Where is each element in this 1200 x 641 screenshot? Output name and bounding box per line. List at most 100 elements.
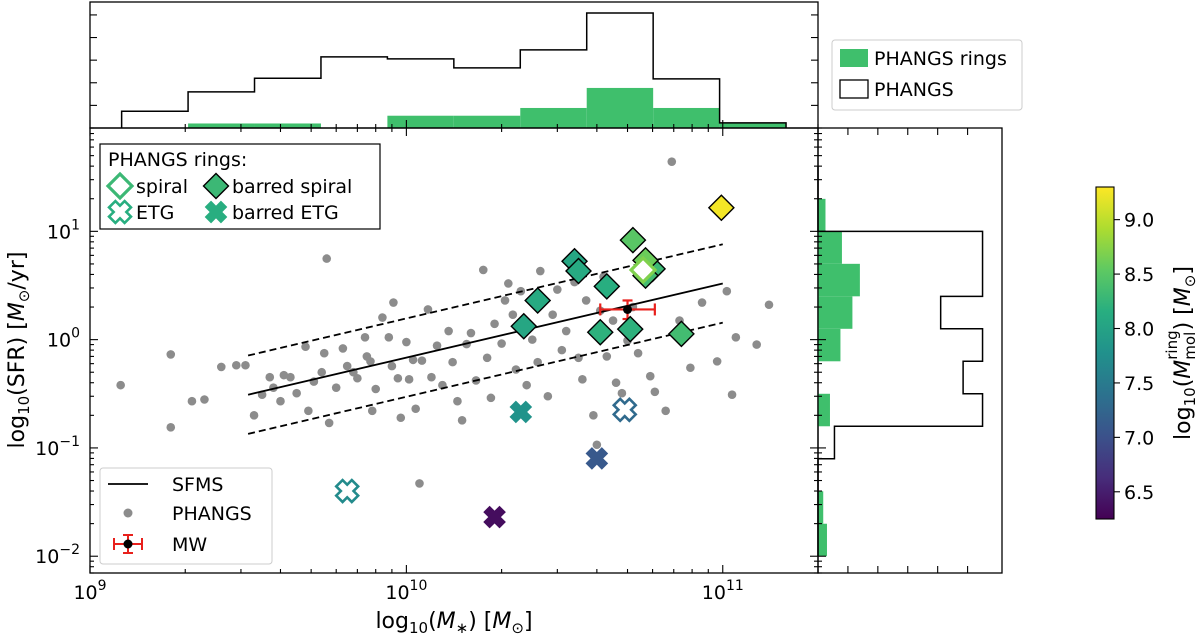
right-histogram-phangs-step xyxy=(817,166,984,557)
right-histogram-rings-bar xyxy=(818,523,827,557)
colorbar-tick-label: 6.5 xyxy=(1124,482,1154,504)
phangs-point xyxy=(457,415,467,425)
rings-legend-markers xyxy=(105,171,230,225)
legend-phangs-label: PHANGS xyxy=(874,79,954,101)
phangs-point xyxy=(276,396,285,406)
phangs-point xyxy=(402,337,411,347)
ring-point-spiral xyxy=(628,255,658,285)
phangs-point xyxy=(486,393,496,403)
sfms-legend: SFMS PHANGS MW xyxy=(99,467,273,565)
legend-barred-spiral-label: barred spiral xyxy=(232,176,352,198)
phangs-point xyxy=(448,357,457,367)
phangs-point xyxy=(353,373,362,383)
top-histogram-rings-bar xyxy=(387,115,454,128)
phangs-point xyxy=(331,383,341,392)
phangs-point xyxy=(444,326,453,336)
phangs-point xyxy=(602,352,612,361)
phangs-point xyxy=(396,413,406,423)
rings-legend-box xyxy=(99,143,381,230)
phangs-point xyxy=(543,391,553,401)
right-histogram-ticks xyxy=(818,127,969,574)
phangs-point xyxy=(645,371,655,381)
phangs-point xyxy=(367,406,377,416)
ring-point-barred-spiral xyxy=(619,226,647,254)
ring-point-etg xyxy=(611,396,638,423)
phangs-point xyxy=(360,333,370,342)
colorbar-tick-label: 8.0 xyxy=(1124,319,1154,341)
y-axis-label: log10(SFR) [M⊙/yr] xyxy=(5,252,33,449)
phangs-point xyxy=(389,298,398,307)
legend-rings-swatch xyxy=(840,49,868,67)
rings-legend-title: PHANGS rings: xyxy=(108,149,247,171)
phangs-point xyxy=(317,367,327,377)
legend-etg-marker xyxy=(107,199,133,225)
histogram-legend: PHANGS rings PHANGS xyxy=(831,39,1023,111)
y-tick-label: 10−1 xyxy=(35,434,80,460)
phangs-point xyxy=(712,357,722,366)
phangs-point xyxy=(466,328,476,338)
phangs-point xyxy=(415,479,424,488)
phangs-point xyxy=(548,310,557,319)
phangs-point xyxy=(589,411,598,420)
sfms-upper-scatter-line xyxy=(247,243,723,357)
phangs-point xyxy=(667,157,677,166)
colorbar: 6.5 7.0 7.5 8.0 8.5 9.0 log10(Mmolring) [M⊙] xyxy=(1095,186,1199,520)
x-tick-label: 109 xyxy=(73,578,106,604)
legend-spiral-marker xyxy=(105,171,135,201)
phangs-point xyxy=(508,310,518,319)
phangs-point xyxy=(393,373,403,383)
phangs-point xyxy=(533,357,542,367)
ring-point-barred-spiral xyxy=(586,318,614,346)
ring-point-barred-etg xyxy=(483,505,506,529)
phangs-point xyxy=(727,390,737,400)
ring-point-barred-spiral xyxy=(667,320,695,348)
sfms-line xyxy=(247,282,723,396)
phangs-point xyxy=(423,305,433,314)
ring-point-barred-spiral xyxy=(510,312,538,340)
histogram-legend-box xyxy=(831,39,1023,111)
phangs-points xyxy=(116,157,774,488)
sfms-lower-scatter-line xyxy=(247,321,723,435)
phangs-point xyxy=(697,298,707,307)
phangs-point xyxy=(608,316,618,325)
top-histogram-rings-bar xyxy=(586,87,654,128)
top-histogram-rings-bar xyxy=(719,122,787,128)
phangs-point xyxy=(553,285,562,294)
phangs-point xyxy=(535,266,545,276)
phangs-point xyxy=(478,265,488,275)
colorbar-tick-label: 8.5 xyxy=(1124,264,1154,286)
phangs-point xyxy=(453,396,462,406)
phangs-point xyxy=(527,335,537,344)
phangs-point xyxy=(304,406,313,416)
phangs-point xyxy=(342,361,352,371)
legend-phangs-marker xyxy=(123,508,133,518)
colorbar-tick-label: 9.0 xyxy=(1124,210,1154,232)
phangs-point xyxy=(319,348,329,358)
right-histogram-rings-bar xyxy=(818,263,860,297)
phangs-point xyxy=(301,342,310,352)
right-histogram-rings-bar xyxy=(818,296,853,329)
phangs-point xyxy=(322,254,332,263)
x-axis-label: log10(M∗) [M⊙] xyxy=(375,609,532,637)
sfms-lines xyxy=(247,243,723,435)
phangs-point xyxy=(500,296,510,305)
phangs-point xyxy=(231,360,241,370)
top-histogram-ticks xyxy=(89,14,819,128)
right-histogram-frame xyxy=(817,127,1003,574)
top-histogram-panel xyxy=(89,1,819,129)
ring-point-barred-spiral xyxy=(616,315,644,343)
top-histogram-rings-bar xyxy=(188,123,255,128)
phangs-point xyxy=(378,313,387,322)
phangs-point xyxy=(522,380,531,390)
legend-phangs-points-label: PHANGS xyxy=(172,503,252,525)
colorbar-label: log10(Mmolring) [M⊙] xyxy=(1163,266,1199,440)
phangs-point xyxy=(166,350,176,359)
main-scatter-panel: 109 1010 1011 10−2 10−1 100 101 log10(M∗) [M⊙… xyxy=(5,127,819,637)
phangs-point xyxy=(286,372,295,382)
phangs-point xyxy=(764,300,774,310)
colorbar-gradient xyxy=(1095,186,1115,520)
ring-point-barred-spiral xyxy=(524,286,552,314)
ring-point-etg xyxy=(334,478,360,504)
y-tick-label: 100 xyxy=(47,326,80,352)
phangs-point xyxy=(404,375,414,384)
